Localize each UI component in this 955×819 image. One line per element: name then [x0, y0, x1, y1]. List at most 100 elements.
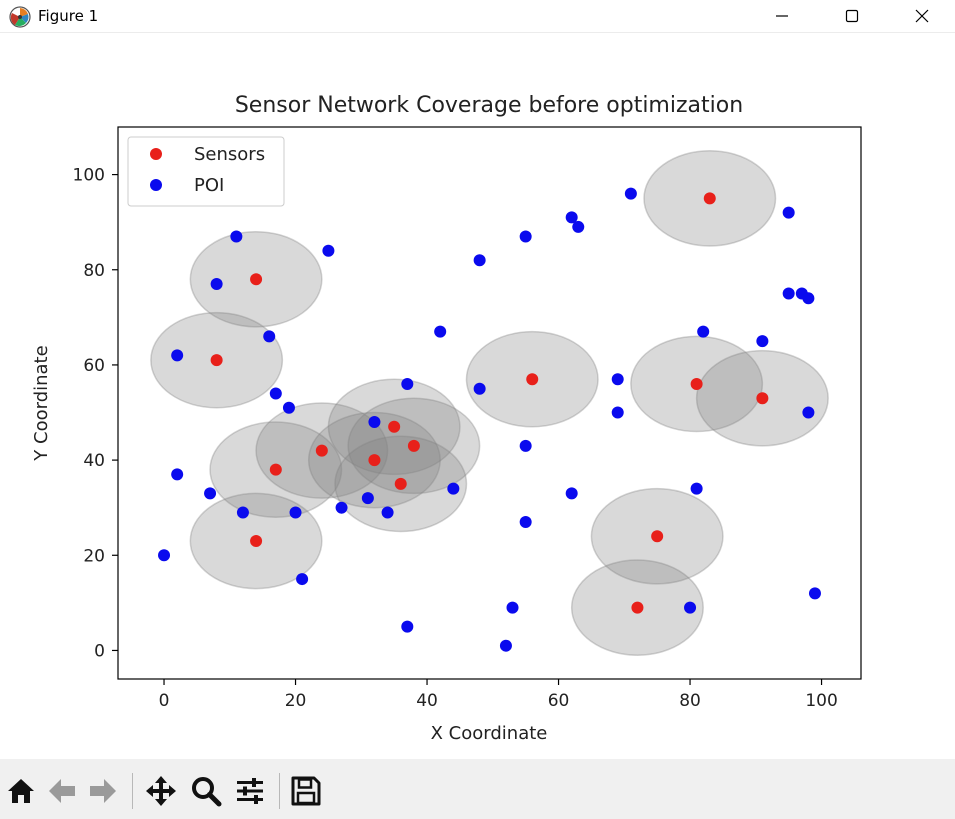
poi-point	[499, 639, 512, 652]
poi-point	[473, 254, 486, 267]
close-button[interactable]	[899, 0, 945, 32]
poi-point	[611, 406, 624, 419]
poi-point	[381, 506, 394, 519]
poi-point	[690, 482, 703, 495]
legend-label-poi: POI	[194, 175, 224, 196]
save-button[interactable]	[288, 773, 324, 809]
scatter-chart: Sensor Network Coverage before optimizat…	[31, 93, 862, 744]
poi-point	[447, 482, 460, 495]
poi-point	[519, 515, 532, 528]
x-tick-label: 0	[159, 691, 170, 711]
poi-point	[263, 330, 276, 343]
poi-point	[289, 506, 302, 519]
y-tick-label: 60	[83, 356, 105, 376]
poi-point	[802, 406, 815, 419]
legend-box	[127, 136, 285, 207]
sensor-point	[394, 477, 407, 490]
magnifier-icon	[192, 777, 222, 807]
poi-point	[171, 468, 184, 481]
zoom-button[interactable]	[188, 773, 224, 809]
x-tick-label: 80	[679, 691, 701, 711]
poi-point	[230, 230, 243, 243]
y-tick-label: 20	[83, 546, 105, 566]
sensor-point	[269, 463, 282, 476]
configure-subplots-button[interactable]	[232, 773, 268, 809]
y-tick-label: 100	[73, 166, 105, 186]
maximize-icon	[845, 9, 859, 23]
poi-point	[565, 487, 578, 500]
x-tick-label: 20	[285, 691, 307, 711]
forward-button[interactable]	[85, 773, 121, 809]
poi-point	[519, 230, 532, 243]
poi-point	[322, 244, 335, 257]
sensor-point	[210, 354, 223, 367]
poi-point	[210, 278, 223, 291]
sensor-point	[526, 373, 539, 386]
arrow-right-icon	[90, 779, 116, 803]
poi-point	[802, 292, 815, 305]
y-tick-label: 0	[94, 641, 105, 661]
sliders-icon	[237, 778, 263, 804]
sensor-point	[368, 454, 381, 467]
legend-marker-sensors	[150, 148, 162, 160]
sensor-point	[703, 192, 716, 205]
legend-marker-poi	[150, 179, 162, 191]
minimize-button[interactable]	[759, 0, 805, 32]
sensor-point	[631, 601, 644, 614]
plot-frame	[117, 126, 862, 680]
poi-point	[296, 573, 309, 586]
poi-point	[401, 620, 414, 633]
poi-point	[282, 401, 295, 414]
y-axis-label: Y Coordinate	[31, 345, 52, 461]
y-tick-label: 40	[83, 451, 105, 471]
x-tick-label: 100	[805, 691, 837, 711]
window-titlebar: Figure 1	[0, 0, 955, 33]
poi-point	[624, 187, 637, 200]
poi-point	[782, 206, 795, 219]
poi-point	[808, 587, 821, 600]
poi-point	[401, 377, 414, 390]
arrow-left-icon	[49, 779, 75, 803]
poi-point	[756, 335, 769, 348]
poi-point	[697, 325, 710, 338]
home-icon	[8, 779, 34, 803]
maximize-button[interactable]	[829, 0, 875, 32]
poi-point	[519, 439, 532, 452]
floppy-disk-icon	[291, 776, 321, 806]
sensor-point	[315, 444, 328, 457]
sensor-point	[250, 535, 263, 547]
sensor-point	[388, 420, 401, 433]
poi-point	[684, 601, 697, 614]
poi-point	[171, 349, 184, 362]
sensor-point	[407, 439, 420, 452]
poi-point	[368, 416, 381, 429]
move-icon	[146, 776, 176, 806]
sensor-point	[756, 392, 769, 405]
sensor-point	[250, 273, 263, 286]
poi-point	[335, 501, 348, 514]
legend: Sensors POI	[127, 136, 285, 207]
close-icon	[915, 9, 929, 23]
matplotlib-logo-icon	[9, 6, 31, 28]
x-axis-label: X Coordinate	[431, 723, 548, 744]
y-tick-label: 80	[83, 261, 105, 281]
back-button[interactable]	[44, 773, 80, 809]
pan-button[interactable]	[143, 773, 179, 809]
poi-point	[572, 220, 585, 233]
poi-point	[269, 387, 282, 400]
poi-point	[565, 211, 578, 224]
window-title: Figure 1	[38, 7, 99, 25]
poi-point	[611, 373, 624, 386]
sensor-point	[651, 530, 664, 543]
poi-point	[506, 601, 519, 614]
home-button[interactable]	[3, 773, 39, 809]
figure-canvas[interactable]: Sensor Network Coverage before optimizat…	[0, 33, 955, 759]
poi-point	[434, 325, 447, 338]
poi-point	[473, 382, 486, 395]
poi-point	[361, 492, 374, 505]
toolbar-separator	[132, 773, 133, 809]
legend-label-sensors: Sensors	[194, 144, 265, 165]
poi-point	[158, 549, 171, 562]
poi-point	[204, 487, 217, 500]
poi-point	[236, 506, 249, 519]
